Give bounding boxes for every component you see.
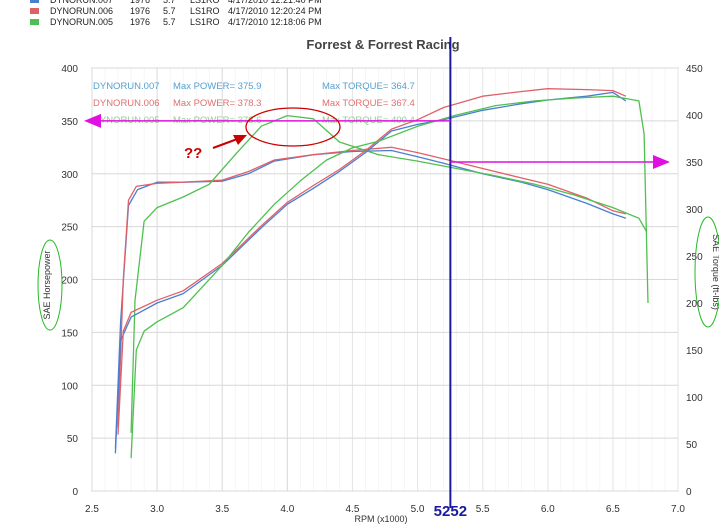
x-tick-label: 6.5 (606, 504, 620, 515)
annotation-max-torque: Max TORQUE= 364.7 (322, 81, 415, 92)
y-left-tick-label: 200 (61, 276, 78, 287)
y-left-tick-label: 400 (61, 64, 78, 75)
run-color-swatch (30, 0, 39, 3)
chart-title: Forrest & Forrest Racing (306, 37, 459, 52)
run-displacement: 5.7 (163, 6, 176, 16)
series-line-dynorun-006-power (117, 146, 627, 428)
x-tick-label: 5.0 (411, 504, 425, 515)
run-header: DYNORUN.007 1976 5.7 LS1RO 4/17/2010 12:21:4… (30, 0, 322, 27)
legend-annotations: DYNORUN.007 Max POWER= 375.9 Max TORQUE= 3… (93, 81, 415, 126)
hp-label-circle (37, 239, 63, 331)
run-color-swatch (30, 19, 39, 25)
y-left-tick-label: 100 (61, 381, 78, 392)
x-tick-label: 3.5 (215, 504, 229, 515)
run-datetime: 4/17/2010 12:20:24 PM (228, 6, 322, 16)
overlay-markup: 5252?? (37, 37, 719, 520)
run-engine: LS1RO (190, 0, 220, 5)
y-right-tick-label: 150 (686, 346, 703, 357)
annotation-max-torque: Max TORQUE= 367.4 (322, 98, 415, 109)
y-right-axis-label: SAE Torque (ft-lbs) (711, 234, 719, 310)
run-file: DYNORUN.007 (50, 0, 113, 5)
question-arrow-head (233, 135, 247, 145)
annotation-run: DYNORUN.006 (93, 98, 160, 109)
torque-arrow-head (653, 155, 670, 169)
series-line-dynorun-005-torque (130, 95, 649, 459)
y-right-tick-label: 400 (686, 111, 703, 122)
axes: 2.5 3.0 3.5 4.0 4.5 5.0 5.5 6.0 6.5 7.00501001502… (42, 64, 719, 515)
y-left-tick-label: 350 (61, 117, 78, 128)
peak-circle (245, 107, 341, 147)
y-left-tick-label: 250 (61, 223, 78, 234)
y-right-tick-label: 100 (686, 393, 703, 404)
torque-label-circle (694, 216, 719, 328)
x-tick-label: 3.0 (150, 504, 164, 515)
annotation-max-power: Max POWER= 375.9 (173, 81, 261, 92)
y-right-tick-label: 300 (686, 205, 703, 216)
y-right-tick-label: 450 (686, 64, 703, 75)
y-right-tick-label: 350 (686, 158, 703, 169)
y-left-tick-label: 50 (67, 434, 79, 445)
x-tick-label: 6.0 (541, 504, 555, 515)
series-group (114, 88, 649, 459)
x-tick-label: 4.0 (280, 504, 294, 515)
rpm-5252-label: 5252 (434, 503, 467, 520)
x-axis-label: RPM (x1000) (354, 514, 407, 524)
y-left-tick-label: 150 (61, 328, 78, 339)
run-datetime: 4/17/2010 12:21:40 PM (228, 0, 322, 5)
run-file: DYNORUN.006 (50, 6, 113, 16)
series-line-dynorun-006-torque (117, 88, 627, 435)
y-left-axis-label: SAE Horsepower (42, 250, 52, 319)
run-engine: LS1RO (190, 17, 220, 27)
run-color-swatch (30, 8, 39, 14)
run-displacement: 5.7 (163, 17, 176, 27)
y-right-tick-label: 50 (686, 440, 698, 451)
series-line-dynorun-007-power (114, 149, 627, 449)
y-left-tick-label: 300 (61, 170, 78, 181)
grid (91, 67, 679, 492)
run-year: 1976 (130, 17, 150, 27)
x-tick-label: 4.5 (345, 504, 359, 515)
y-right-tick-label: 200 (686, 299, 703, 310)
x-tick-label: 2.5 (85, 504, 99, 515)
y-right-tick-label: 250 (686, 252, 703, 263)
run-datetime: 4/17/2010 12:18:06 PM (228, 17, 322, 27)
annotation-run: DYNORUN.007 (93, 81, 160, 92)
run-file: DYNORUN.005 (50, 17, 113, 27)
run-displacement: 5.7 (163, 0, 176, 5)
y-right-tick-label: 0 (686, 487, 692, 498)
series-line-dynorun-005-power (130, 114, 648, 433)
x-tick-label: 7.0 (671, 504, 685, 515)
hp-arrow-head (84, 113, 101, 128)
question-marks: ?? (184, 145, 202, 162)
run-year: 1976 (130, 0, 150, 5)
run-engine: LS1RO (190, 6, 220, 16)
annotation-max-power: Max POWER= 378.3 (173, 98, 261, 109)
run-year: 1976 (130, 6, 150, 16)
y-left-tick-label: 0 (72, 487, 78, 498)
x-tick-label: 5.5 (476, 504, 490, 515)
